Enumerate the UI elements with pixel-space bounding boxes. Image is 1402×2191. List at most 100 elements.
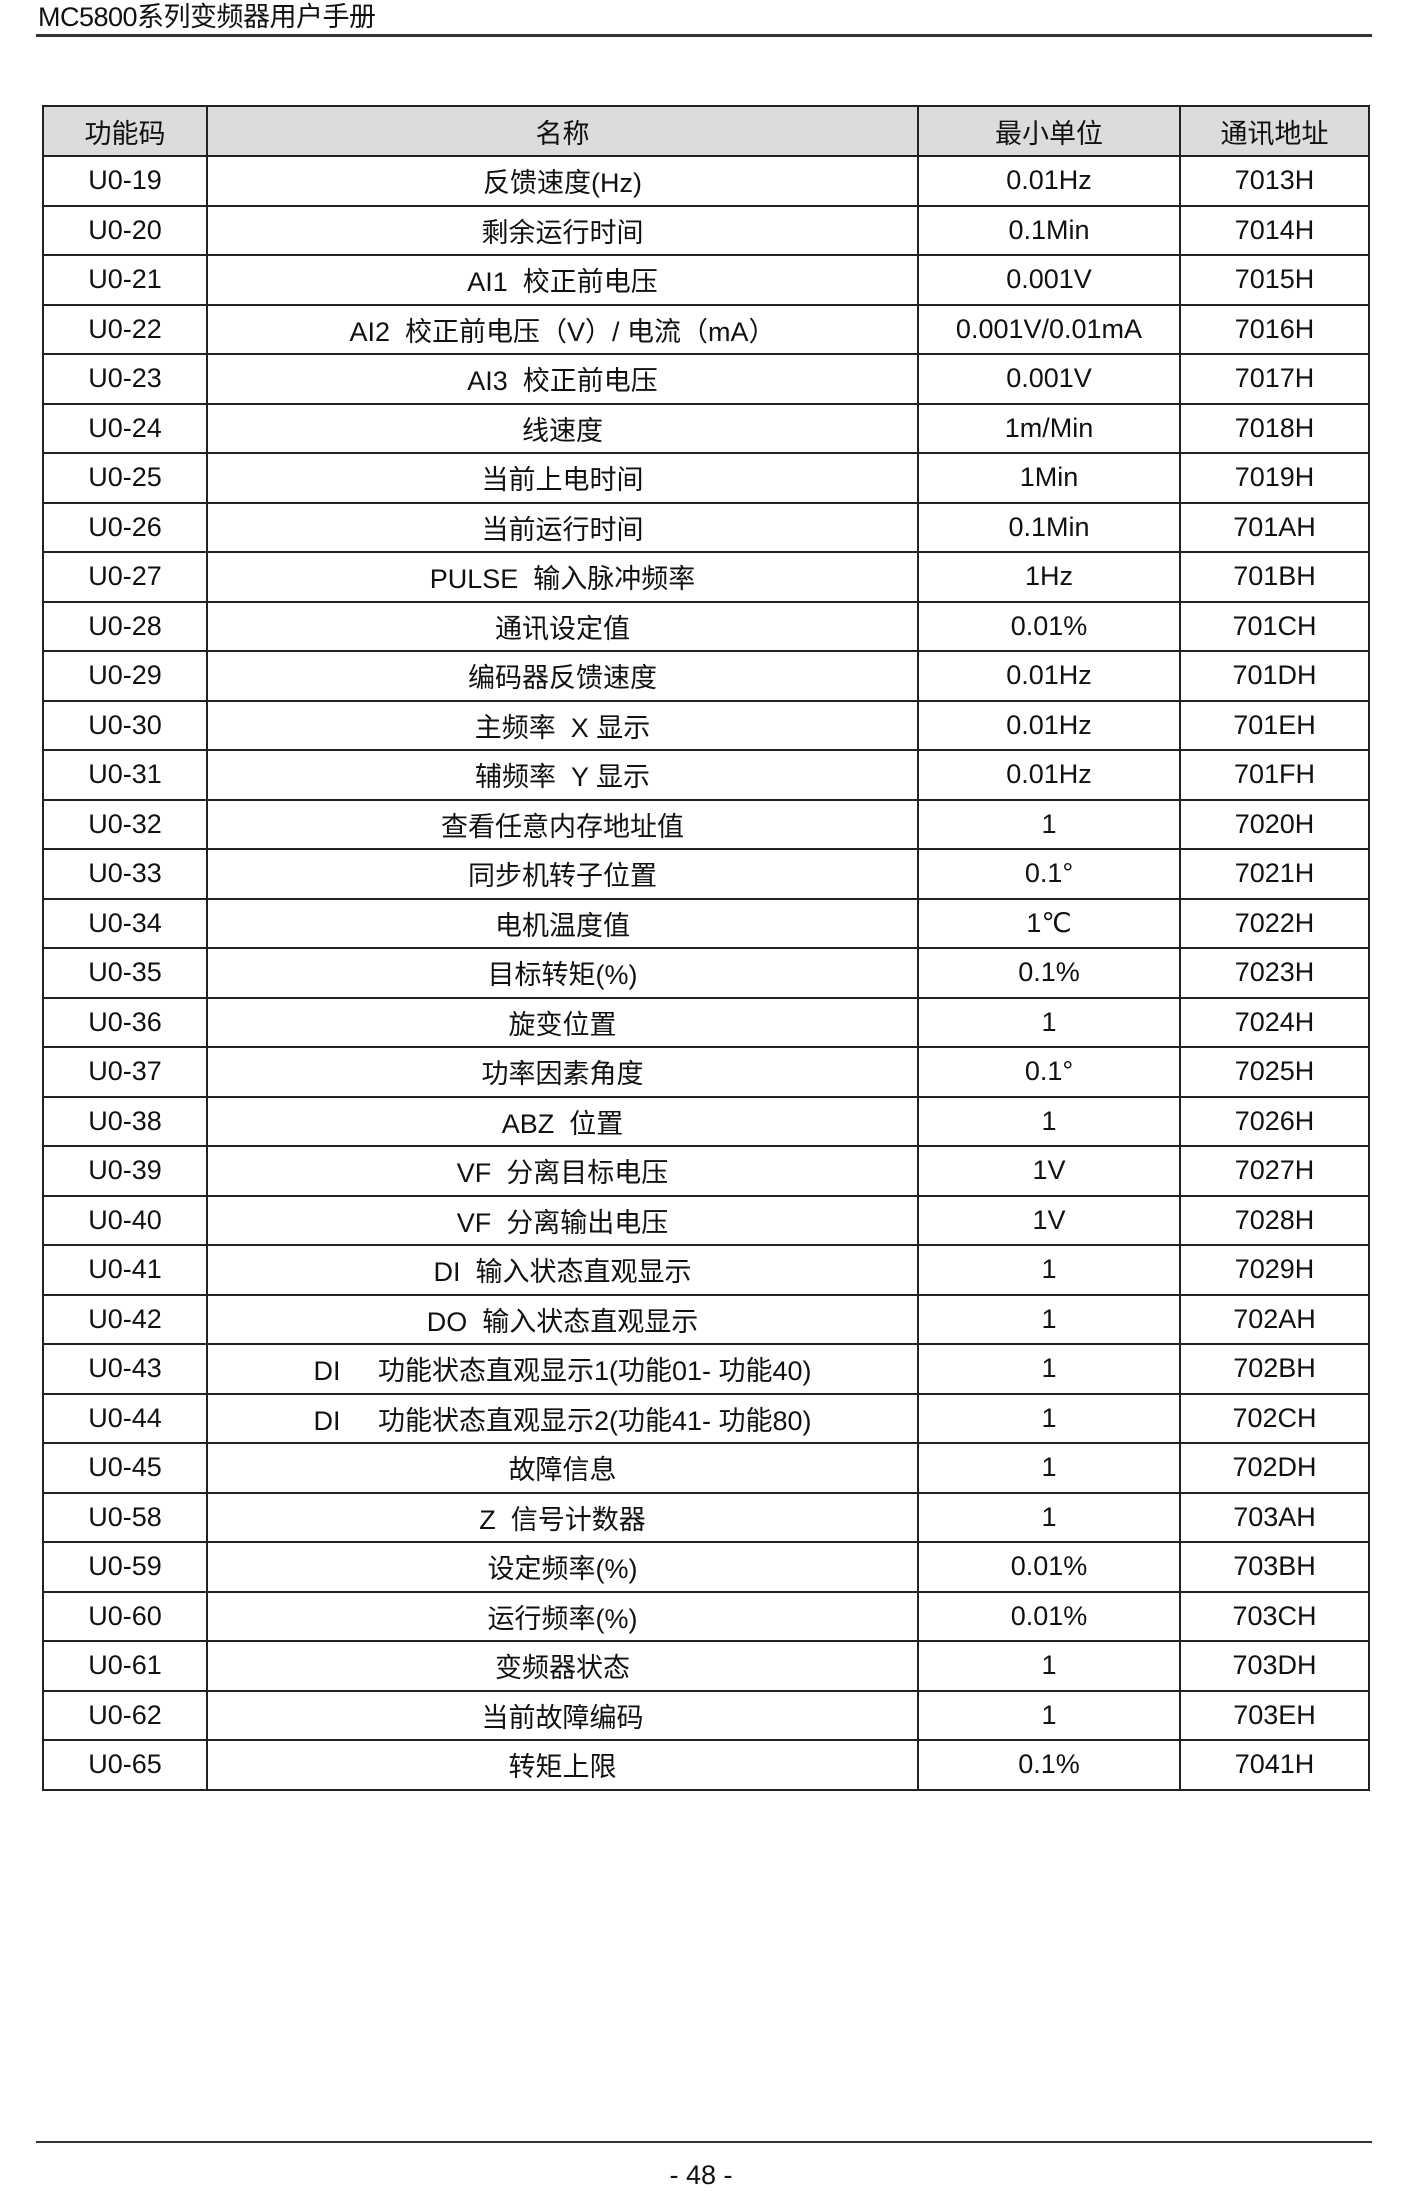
cell-name: 剩余运行时间 [206, 204, 919, 256]
table-row: U0-29 编码器反馈速度 0.01Hz 701DH [42, 650, 1370, 702]
table-row: U0-61 变频器状态 1 703DH [42, 1640, 1370, 1692]
cell-code: U0-41 [42, 1244, 208, 1296]
cell-address: 7017H [1179, 353, 1370, 405]
cell-address: 7023H [1179, 947, 1370, 999]
cell-code: U0-20 [42, 204, 208, 256]
cell-unit: 1 [917, 1293, 1181, 1345]
cell-address: 7014H [1179, 204, 1370, 256]
cell-code: U0-42 [42, 1293, 208, 1345]
cell-address: 701FH [1179, 749, 1370, 801]
cell-name: 功率因素角度 [206, 1046, 919, 1098]
table-row: U0-22 AI2 校正前电压（V）/ 电流（mA） 0.001V/0.01mA 70… [42, 303, 1370, 355]
cell-unit: 1 [917, 996, 1181, 1048]
table-row: U0-28 通讯设定值 0.01% 701CH [42, 600, 1370, 652]
cell-address: 7020H [1179, 798, 1370, 850]
cell-unit: 0.01Hz [917, 155, 1181, 207]
cell-address: 703AH [1179, 1491, 1370, 1543]
cell-unit: 0.001V [917, 353, 1181, 405]
cell-unit: 0.001V/0.01mA [917, 303, 1181, 355]
cell-unit: 1V [917, 1194, 1181, 1246]
table-row: U0-26 当前运行时间 0.1Min 701AH [42, 501, 1370, 553]
cell-code: U0-29 [42, 650, 208, 702]
cell-address: 702CH [1179, 1392, 1370, 1444]
cell-address: 7022H [1179, 897, 1370, 949]
cell-address: 702AH [1179, 1293, 1370, 1345]
cell-address: 7028H [1179, 1194, 1370, 1246]
cell-code: U0-58 [42, 1491, 208, 1543]
cell-name: 当前故障编码 [206, 1689, 919, 1741]
table-row: U0-38 ABZ 位置 1 7026H [42, 1095, 1370, 1147]
cell-address: 701AH [1179, 501, 1370, 553]
cell-name: 变频器状态 [206, 1640, 919, 1692]
cell-name: DI 功能状态直观显示1(功能01- 功能40) [206, 1343, 919, 1395]
cell-unit: 1 [917, 1442, 1181, 1494]
function-code-table: 功能码 名称 最小单位 通讯地址 U0-19 反馈速度(Hz) 0.01Hz 7013… [42, 105, 1370, 1791]
cell-code: U0-62 [42, 1689, 208, 1741]
cell-address: 7026H [1179, 1095, 1370, 1147]
cell-address: 7018H [1179, 402, 1370, 454]
cell-unit: 1 [917, 1095, 1181, 1147]
cell-unit: 1 [917, 1392, 1181, 1444]
cell-name: 当前运行时间 [206, 501, 919, 553]
table-row: U0-33 同步机转子位置 0.1° 7021H [42, 848, 1370, 900]
table-row: U0-39 VF 分离目标电压 1V 7027H [42, 1145, 1370, 1197]
table-row: U0-23 AI3 校正前电压 0.001V 7017H [42, 353, 1370, 405]
cell-address: 7016H [1179, 303, 1370, 355]
cell-unit: 0.1% [917, 947, 1181, 999]
cell-code: U0-38 [42, 1095, 208, 1147]
cell-unit: 0.01% [917, 1541, 1181, 1593]
cell-name: PULSE 输入脉冲频率 [206, 551, 919, 603]
table-row: U0-21 AI1 校正前电压 0.001V 7015H [42, 254, 1370, 306]
cell-name: 反馈速度(Hz) [206, 155, 919, 207]
cell-unit: 0.01% [917, 600, 1181, 652]
cell-unit: 0.1Min [917, 501, 1181, 553]
cell-unit: 1 [917, 798, 1181, 850]
cell-unit: 0.1° [917, 848, 1181, 900]
cell-code: U0-40 [42, 1194, 208, 1246]
table-row: U0-20 剩余运行时间 0.1Min 7014H [42, 204, 1370, 256]
cell-address: 703CH [1179, 1590, 1370, 1642]
cell-code: U0-24 [42, 402, 208, 454]
cell-code: U0-22 [42, 303, 208, 355]
cell-address: 703EH [1179, 1689, 1370, 1741]
cell-name: VF 分离输出电压 [206, 1194, 919, 1246]
cell-name: ABZ 位置 [206, 1095, 919, 1147]
cell-address: 7024H [1179, 996, 1370, 1048]
cell-address: 701DH [1179, 650, 1370, 702]
column-header-address: 通讯地址 [1179, 105, 1370, 157]
cell-code: U0-32 [42, 798, 208, 850]
table-row: U0-62 当前故障编码 1 703EH [42, 1689, 1370, 1741]
header-divider [36, 34, 1372, 37]
table-row: U0-30 主频率 X 显示 0.01Hz 701EH [42, 699, 1370, 751]
cell-unit: 1Hz [917, 551, 1181, 603]
cell-unit: 1 [917, 1689, 1181, 1741]
cell-unit: 0.1Min [917, 204, 1181, 256]
table-row: U0-34 电机温度值 1℃ 7022H [42, 897, 1370, 949]
footer-divider [36, 2141, 1372, 2143]
table-row: U0-35 目标转矩(%) 0.1% 7023H [42, 947, 1370, 999]
table-row: U0-25 当前上电时间 1Min 7019H [42, 452, 1370, 504]
cell-address: 7013H [1179, 155, 1370, 207]
cell-name: 主频率 X 显示 [206, 699, 919, 751]
table-row: U0-24 线速度 1m/Min 7018H [42, 402, 1370, 454]
cell-name: 目标转矩(%) [206, 947, 919, 999]
cell-code: U0-35 [42, 947, 208, 999]
cell-code: U0-31 [42, 749, 208, 801]
cell-name: 旋变位置 [206, 996, 919, 1048]
cell-unit: 0.01Hz [917, 749, 1181, 801]
cell-address: 7041H [1179, 1739, 1370, 1791]
table-row: U0-19 反馈速度(Hz) 0.01Hz 7013H [42, 155, 1370, 207]
table-row: U0-32 查看任意内存地址值 1 7020H [42, 798, 1370, 850]
cell-unit: 1℃ [917, 897, 1181, 949]
cell-code: U0-65 [42, 1739, 208, 1791]
cell-name: DI 输入状态直观显示 [206, 1244, 919, 1296]
cell-name: VF 分离目标电压 [206, 1145, 919, 1197]
cell-unit: 1 [917, 1343, 1181, 1395]
cell-address: 703DH [1179, 1640, 1370, 1692]
cell-unit: 0.01Hz [917, 699, 1181, 751]
cell-name: 编码器反馈速度 [206, 650, 919, 702]
cell-name: DO 输入状态直观显示 [206, 1293, 919, 1345]
table-row: U0-37 功率因素角度 0.1° 7025H [42, 1046, 1370, 1098]
cell-name: 当前上电时间 [206, 452, 919, 504]
cell-code: U0-21 [42, 254, 208, 306]
